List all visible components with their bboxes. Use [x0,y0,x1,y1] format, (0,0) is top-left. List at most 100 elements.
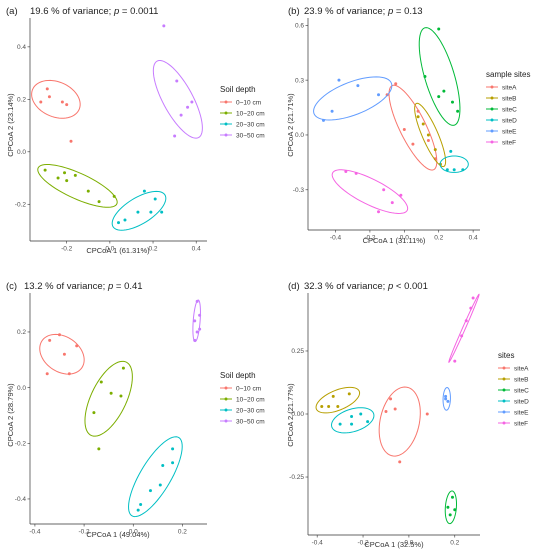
data-point [136,210,140,214]
data-point [423,74,427,78]
series-sitea [378,386,429,464]
x-tick-label: 0.0 [129,529,138,536]
legend-key-point [224,111,228,115]
legend-key-point [502,388,506,392]
data-point [393,407,397,411]
data-point [356,84,360,88]
legend-label: siteE [514,409,529,416]
data-point [56,176,60,180]
panel-tag: (d) [288,281,300,292]
series-20-30-cm [111,189,167,231]
y-tick-label: 0.0 [17,385,26,392]
series-sitef [448,293,480,364]
confidence-ellipse [128,436,183,518]
legend-key-point [502,421,506,425]
x-tick-label: -0.2 [78,529,90,536]
x-tick-label: -0.2 [61,246,73,253]
legend-key-point [502,399,506,403]
legend-key-point [224,133,228,137]
y-tick-label: 0.0 [295,132,304,139]
x-tick-label: 0.0 [105,246,114,253]
data-point [65,179,69,183]
x-axis-title: CPCoA 1 (61.31%) [86,246,150,255]
data-point [469,306,473,310]
data-point [450,100,454,104]
data-point [97,200,101,204]
y-tick-label: 0.3 [295,77,304,84]
plot-area: -0.4 -0.2 0.0 0.2 -0.25 0.00 0.25 [289,293,480,547]
panel-a: (a) 19.6 % of variance; p = 0.0011 -0.2 0… [6,6,265,255]
data-point [446,505,450,509]
data-point [394,82,398,86]
x-tick-label: 0.2 [149,246,158,253]
data-point [117,221,120,225]
legend-label: siteB [502,95,516,102]
data-point [39,100,43,104]
legend-title: Soil depth [220,85,256,94]
confidence-ellipse [444,490,458,525]
y-tick-label: 0.6 [295,23,304,30]
data-point [461,168,465,172]
legend-label: siteA [514,365,529,372]
data-point [344,170,348,174]
data-point [171,461,175,465]
y-tick-label: -0.4 [15,496,27,503]
panel-c: (c) 13.2 % of variance; p = 0.41 -0.4 -0.… [6,281,265,539]
data-point [161,464,165,468]
confidence-ellipse [418,27,461,126]
data-point [193,319,197,323]
y-tick-label: -0.2 [15,440,27,447]
data-point [331,394,335,398]
data-point [426,138,430,142]
legend-label: 0~10 cm [236,385,261,392]
data-point [390,201,394,205]
data-point [193,338,197,342]
legend-key-point [490,85,494,89]
data-point [453,359,457,363]
data-point [452,168,456,172]
x-tick-label: 0.0 [404,540,413,547]
y-axis-title: CPCoA 2 (21.71%) [286,93,295,157]
x-tick-label: 0.4 [192,246,201,253]
series-10-20-cm [37,164,118,208]
x-tick-label: -0.4 [29,529,41,536]
series-sitec [444,490,458,525]
x-axis-title: CPCoA 1 (31.11%) [363,236,426,245]
data-point [45,372,49,376]
series-sited [439,149,469,173]
y-tick-label: -0.25 [289,474,304,481]
legend-label: 30~50 cm [236,132,265,139]
data-point [433,148,437,152]
data-point [175,79,179,83]
legend-label: siteD [502,117,517,124]
data-point [160,210,164,214]
plot-area: -0.2 0.0 0.2 0.4 -0.2 0.0 0.2 0.4 [15,18,207,253]
data-point [444,394,448,398]
legend-key-point [502,410,506,414]
data-point [198,327,202,331]
data-point [43,168,47,172]
data-point [45,87,49,91]
x-tick-label: 0.2 [450,540,459,547]
legend: Soil depth 0~10 cm 10~20 cm 20~30 cm 30~50 c… [220,371,265,425]
data-point [354,171,358,175]
legend-label: siteF [514,420,528,427]
legend-label: siteC [502,106,517,113]
x-axis-title: CPCoA 1 (32.5%) [364,540,424,549]
data-point [158,483,162,487]
data-point [123,218,127,222]
data-point [186,105,190,109]
data-point [444,397,448,401]
data-point [112,194,116,198]
legend-key-point [490,140,494,144]
confidence-ellipse [111,190,167,231]
x-tick-label: -0.2 [357,540,369,547]
data-point [148,489,152,493]
x-axis-title: CPCoA 1 (49.04%) [86,530,150,539]
data-point [389,397,393,401]
data-point [86,189,90,193]
data-point [446,399,450,403]
legend-key-point [490,129,494,133]
